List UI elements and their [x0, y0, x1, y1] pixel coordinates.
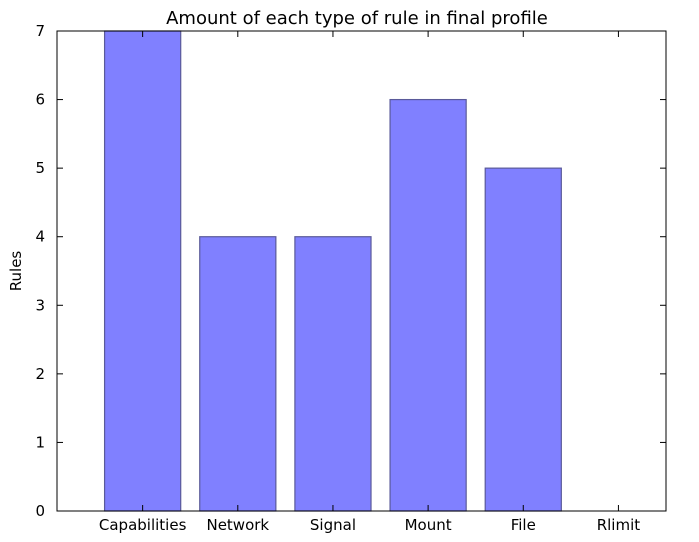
bar-network: [199, 236, 277, 512]
y-tick-label: 3: [35, 296, 45, 314]
y-tick-label: 5: [35, 159, 45, 177]
x-tick-label-capabilities: Capabilities: [99, 516, 187, 534]
chart-title: Amount of each type of rule in final pro…: [166, 8, 548, 29]
x-tick-label-mount: Mount: [405, 516, 452, 534]
bar-mount: [389, 98, 467, 512]
y-tick-label: 4: [35, 228, 45, 246]
y-ticks-group: 0 1 2 3 4 5 6 7: [35, 22, 666, 520]
plot-frame: [56, 30, 667, 512]
y-tick-label: 0: [35, 502, 45, 520]
x-ticks-group: Capabilities Network Signal Mount File Rlimit: [99, 31, 640, 534]
x-tick-label-network: Network: [206, 516, 269, 534]
x-tick-label-file: File: [511, 516, 536, 534]
x-tick-label-signal: Signal: [310, 516, 356, 534]
bar-signal: [294, 236, 372, 512]
y-tick-label: 7: [35, 22, 45, 40]
x-tick-label-rlimit: Rlimit: [597, 516, 641, 534]
bar-capabilities: [103, 30, 182, 512]
y-tick-label: 6: [35, 91, 45, 109]
y-tick-label: 1: [35, 433, 45, 451]
y-tick-label: 2: [35, 365, 45, 383]
bars-group: [103, 30, 562, 512]
bar-file: [484, 167, 562, 512]
y-axis-label: Rules: [7, 251, 25, 292]
